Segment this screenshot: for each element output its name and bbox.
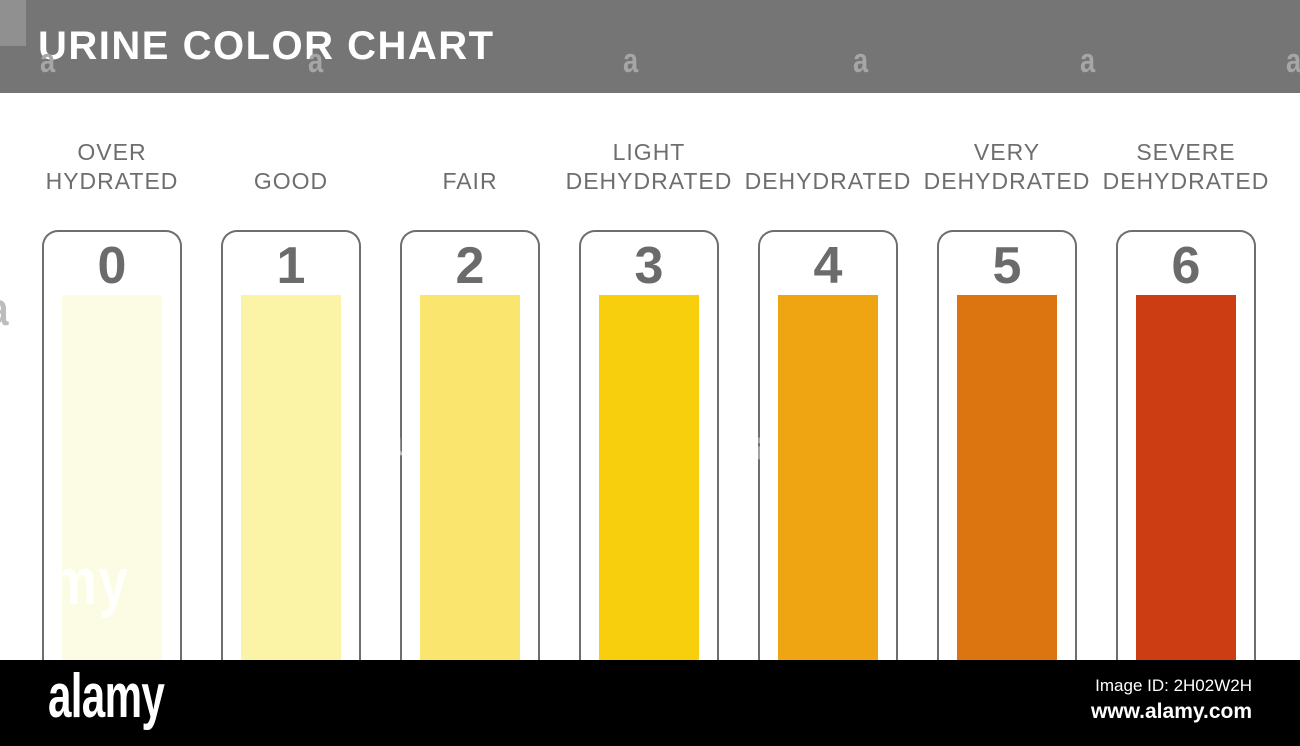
watermark-letter-icon: a (1286, 42, 1300, 80)
hydration-column-3: LIGHT DEHYDRATED 3 (559, 130, 739, 746)
level-number: 0 (97, 237, 127, 295)
level-number: 3 (634, 237, 664, 295)
hydration-column-1: GOOD 1 (201, 130, 381, 746)
column-label-bottom: GOOD (253, 168, 329, 194)
watermark-letter-icon: a (623, 42, 639, 80)
column-label-top: SEVERE (1136, 139, 1236, 165)
level-number: 1 (276, 237, 306, 295)
column-label-bottom: DEHYDRATED (923, 168, 1091, 194)
hydration-column-5: VERY DEHYDRATED 5 (917, 130, 1097, 746)
watermark-letter-icon: a (40, 42, 56, 80)
level-number: 4 (813, 237, 843, 295)
watermark-letter-icon: a (308, 42, 324, 80)
column-label-bottom: DEHYDRATED (744, 168, 912, 194)
column-label: OVER HYDRATED (12, 130, 212, 196)
page-title: URINE COLOR CHART (38, 24, 495, 68)
column-label: VERY DEHYDRATED (907, 130, 1107, 196)
hydration-column-2: FAIR 2 (380, 130, 560, 746)
column-label-bottom: DEHYDRATED (1102, 168, 1270, 194)
column-label-bottom: HYDRATED (45, 168, 179, 194)
watermark-letter-icon: a (754, 421, 773, 468)
watermark-letter-icon: a (384, 417, 403, 464)
corner-watermark-block (0, 0, 26, 46)
column-label: LIGHT DEHYDRATED (549, 130, 749, 196)
column-label-bottom: DEHYDRATED (565, 168, 733, 194)
hydration-column-0: OVER HYDRATED 0 (22, 130, 202, 746)
website-url-text: www.alamy.com (1090, 700, 1252, 723)
column-label: SEVERE DEHYDRATED (1086, 130, 1286, 196)
column-label-bottom: FAIR (442, 168, 498, 194)
column-label-top: VERY (973, 139, 1041, 165)
column-label: GOOD (191, 130, 391, 196)
column-label-top: OVER (77, 139, 147, 165)
footer-credits: Image ID: 2H02W2H www.alamy.com (1091, 674, 1252, 725)
image-id-text: Image ID: 2H02W2H (1095, 676, 1252, 695)
alamy-logo: alamy (48, 662, 165, 731)
column-label: DEHYDRATED (728, 130, 928, 196)
watermark-letter-icon: a (0, 286, 8, 332)
header-bar: URINE COLOR CHART a a a a a a (0, 0, 1300, 93)
watermark-letter-icon: a (853, 42, 869, 80)
level-number: 5 (992, 237, 1022, 295)
watermark-fragment: my (50, 544, 130, 618)
column-label-top: LIGHT (612, 139, 686, 165)
footer-bar: alamy Image ID: 2H02W2H www.alamy.com (0, 660, 1300, 746)
level-number: 2 (455, 237, 485, 295)
watermark-letter-icon: a (1080, 42, 1096, 80)
level-number: 6 (1171, 237, 1201, 295)
column-label: FAIR (370, 130, 570, 196)
hydration-column-6: SEVERE DEHYDRATED 6 (1096, 130, 1276, 746)
